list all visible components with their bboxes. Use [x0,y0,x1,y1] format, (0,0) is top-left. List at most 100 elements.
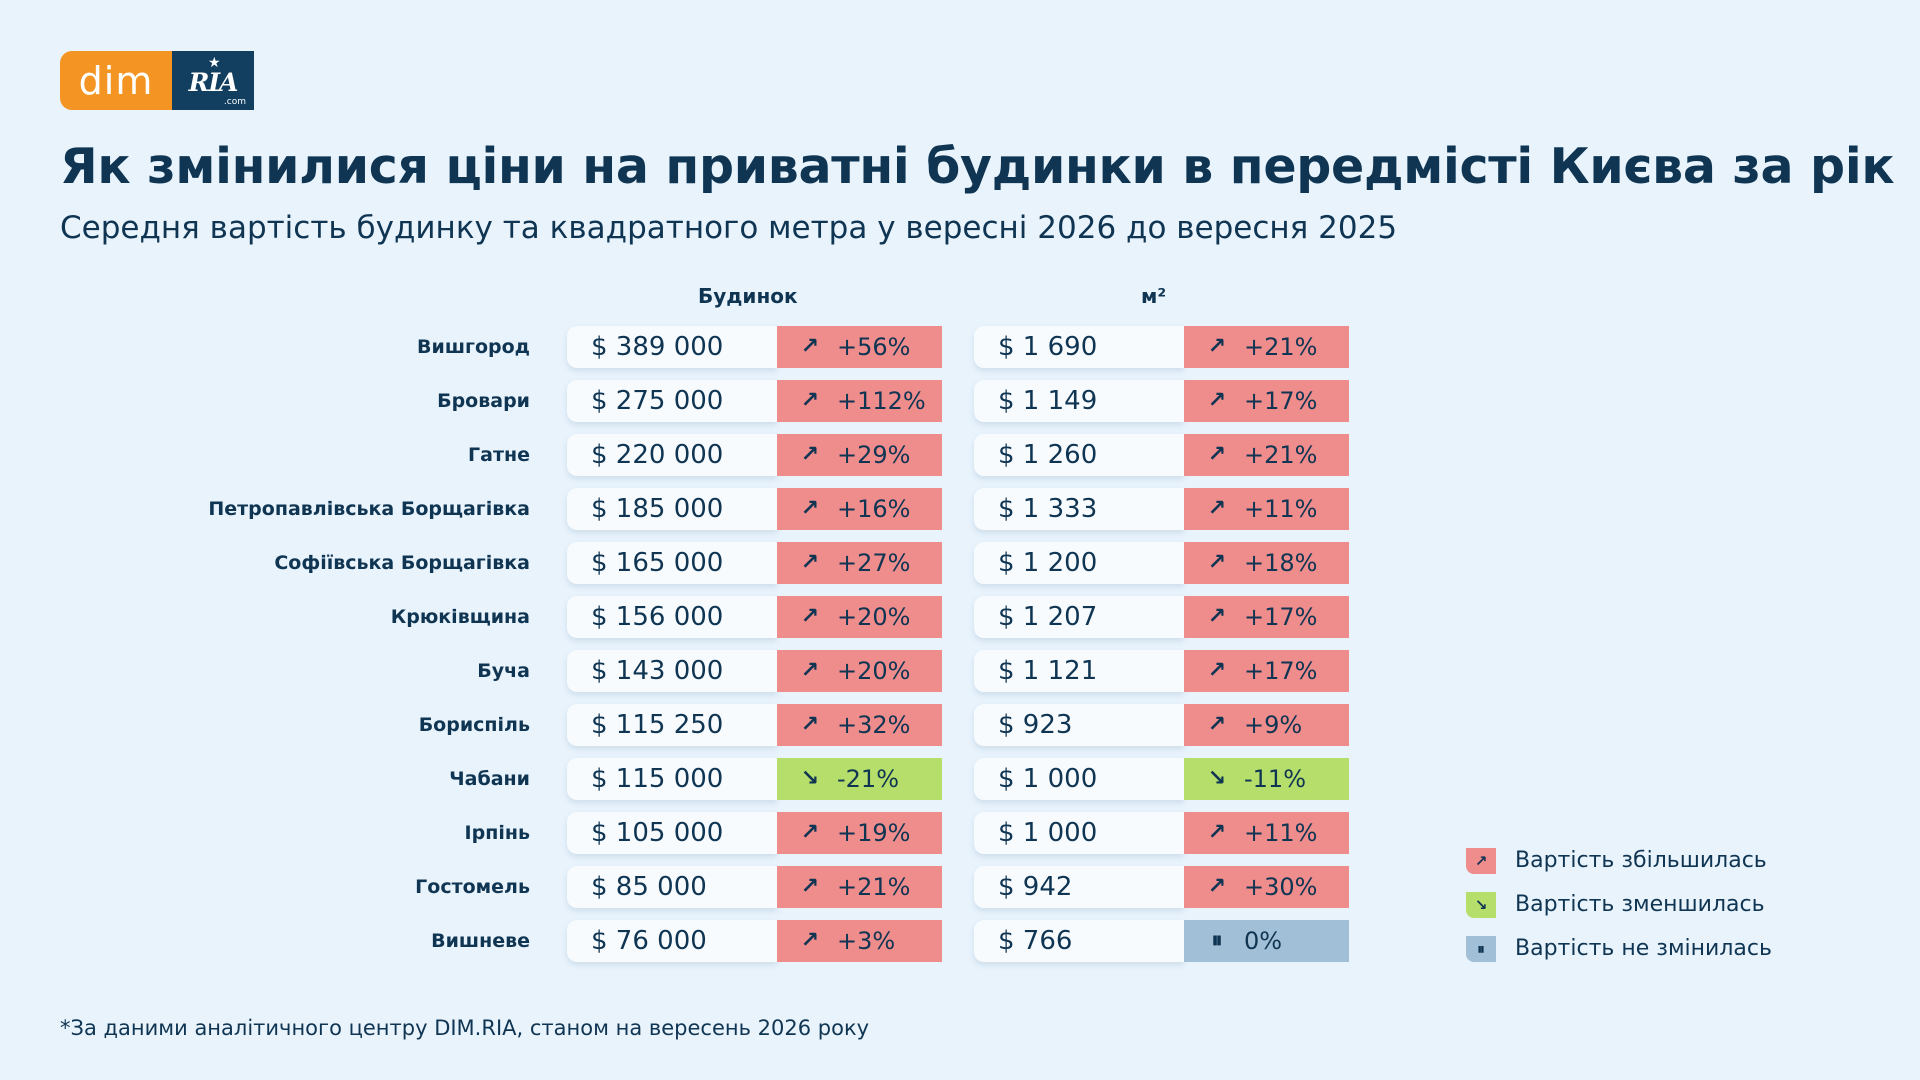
table-row: Вишневе $ 76 000 ↗ +3% $ 766 ⏸ 0% [0,920,1400,962]
arrow-up-right-icon: ↗ [1207,496,1227,521]
row-location-label: Ірпінь [464,822,530,844]
sqm-change-cell: ↗ +21% [1184,326,1349,368]
chart-title: Як змінилися ціни на приватні будинки в … [60,138,1895,195]
house-change-value: +3% [837,927,896,955]
table-row: Ірпінь $ 105 000 ↗ +19% $ 1 000 ↗ +11% [0,812,1400,854]
house-change-value: +21% [837,873,911,901]
arrow-up-right-icon: ↗ [800,496,820,521]
house-price-cell: $ 115 250 [567,704,777,746]
logo-dim: dim [60,51,172,110]
house-change-value: +27% [837,549,911,577]
column-header-house: Будинок [698,284,798,308]
house-change-cell: ↗ +112% [777,380,942,422]
house-change-value: +19% [837,819,911,847]
row-location-label: Гостомель [415,876,530,898]
row-location-label: Крюківщина [390,606,530,628]
row-location-label: Бориспіль [418,714,530,736]
sqm-change-value: +11% [1244,495,1318,523]
house-change-value: +20% [837,657,911,685]
table-row: Гатне $ 220 000 ↗ +29% $ 1 260 ↗ +21% [0,434,1400,476]
house-price-cell: $ 143 000 [567,650,777,692]
house-price-cell: $ 275 000 [567,380,777,422]
sqm-price-cell: $ 1 149 [974,380,1184,422]
sqm-change-value: +21% [1244,441,1318,469]
house-change-cell: ↗ +27% [777,542,942,584]
sqm-price-cell: $ 942 [974,866,1184,908]
table-row: Бориспіль $ 115 250 ↗ +32% $ 923 ↗ +9% [0,704,1400,746]
arrow-up-right-icon: ↗ [800,604,820,629]
house-change-cell: ↗ +20% [777,596,942,638]
house-change-cell: ↗ +29% [777,434,942,476]
footnote: *За даними аналітичного центру DIM.RIA, … [60,1016,870,1040]
arrow-up-right-icon: ↗ [800,388,820,413]
house-change-value: +32% [837,711,911,739]
table-row: Бровари $ 275 000 ↗ +112% $ 1 149 ↗ +17% [0,380,1400,422]
house-price-cell: $ 85 000 [567,866,777,908]
logo-ria-word: RIA [188,68,239,97]
sqm-change-value: +30% [1244,873,1318,901]
house-change-value: +16% [837,495,911,523]
house-change-cell: ↗ +16% [777,488,942,530]
table-row: Петропавлівська Борщагівка $ 185 000 ↗ +16%… [0,488,1400,530]
sqm-change-cell: ↗ +11% [1184,488,1349,530]
arrow-up-right-icon: ↗ [800,550,820,575]
arrow-up-right-icon: ↗ [1466,848,1496,874]
pause-icon: ⏸ [1466,936,1496,962]
sqm-change-value: +18% [1244,549,1318,577]
logo-ria-suffix: .com [223,97,246,107]
house-price-cell: $ 115 000 [567,758,777,800]
table-row: Крюківщина $ 156 000 ↗ +20% $ 1 207 ↗ +17% [0,596,1400,638]
row-location-label: Петропавлівська Борщагівка [208,498,530,520]
house-price-cell: $ 165 000 [567,542,777,584]
sqm-change-cell: ⏸ 0% [1184,920,1349,962]
sqm-change-cell: ↘ -11% [1184,758,1349,800]
chart-subtitle: Середня вартість будинку та квадратного … [60,210,1398,246]
house-change-cell: ↗ +19% [777,812,942,854]
arrow-up-right-icon: ↗ [1207,820,1227,845]
sqm-price-cell: $ 923 [974,704,1184,746]
house-change-value: +29% [837,441,911,469]
sqm-price-cell: $ 1 200 [974,542,1184,584]
arrow-up-right-icon: ↗ [800,928,820,953]
row-location-label: Бровари [437,390,530,412]
sqm-change-cell: ↗ +17% [1184,650,1349,692]
row-location-label: Вишневе [431,930,530,952]
sqm-change-value: +11% [1244,819,1318,847]
house-price-cell: $ 156 000 [567,596,777,638]
arrow-up-right-icon: ↗ [800,658,820,683]
arrow-up-right-icon: ↗ [1207,388,1227,413]
sqm-change-value: +9% [1244,711,1303,739]
legend-label: Вартість зменшилась [1515,892,1765,917]
sqm-change-cell: ↗ +30% [1184,866,1349,908]
house-change-value: -21% [837,765,900,793]
sqm-change-cell: ↗ +21% [1184,434,1349,476]
arrow-down-right-icon: ↘ [1466,892,1496,918]
table-row: Чабани $ 115 000 ↘ -21% $ 1 000 ↘ -11% [0,758,1400,800]
sqm-price-cell: $ 1 333 [974,488,1184,530]
house-change-cell: ↗ +56% [777,326,942,368]
arrow-up-right-icon: ↗ [800,712,820,737]
arrow-up-right-icon: ↗ [1207,874,1227,899]
row-location-label: Софіївська Борщагівка [274,552,530,574]
house-price-cell: $ 389 000 [567,326,777,368]
house-change-cell: ↗ +3% [777,920,942,962]
sqm-change-cell: ↗ +11% [1184,812,1349,854]
sqm-change-value: +17% [1244,603,1318,631]
table-row: Вишгород $ 389 000 ↗ +56% $ 1 690 ↗ +21% [0,326,1400,368]
logo-ria: ★ RIA .com [172,51,254,110]
row-location-label: Гатне [468,444,530,466]
arrow-up-right-icon: ↗ [1207,442,1227,467]
sqm-change-value: 0% [1244,927,1283,955]
house-change-cell: ↘ -21% [777,758,942,800]
arrow-up-right-icon: ↗ [1207,658,1227,683]
arrow-up-right-icon: ↗ [1207,550,1227,575]
sqm-change-cell: ↗ +17% [1184,596,1349,638]
arrow-up-right-icon: ↗ [1207,712,1227,737]
sqm-price-cell: $ 1 690 [974,326,1184,368]
house-change-value: +112% [837,387,926,415]
sqm-change-cell: ↗ +18% [1184,542,1349,584]
sqm-price-cell: $ 1 000 [974,812,1184,854]
arrow-up-right-icon: ↗ [1207,334,1227,359]
house-price-cell: $ 76 000 [567,920,777,962]
arrow-down-right-icon: ↘ [800,766,820,791]
